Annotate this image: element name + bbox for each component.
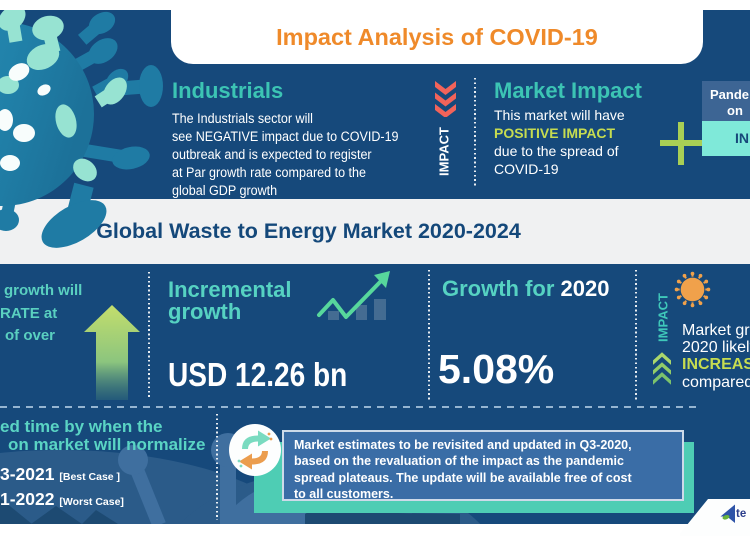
svg-text:te: te [736, 508, 746, 520]
